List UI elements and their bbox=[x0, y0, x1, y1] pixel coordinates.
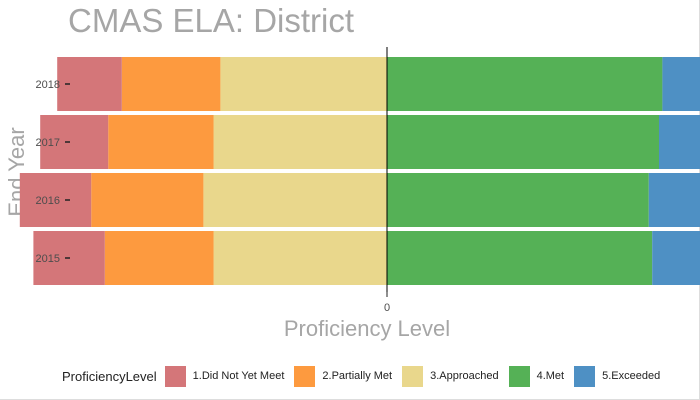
chart-title: CMAS ELA: District bbox=[68, 2, 355, 39]
legend-label: 5.Exceeded bbox=[602, 370, 661, 382]
legend-swatch bbox=[164, 365, 186, 387]
bar-4-met-2016 bbox=[387, 173, 649, 227]
bar-5-exceeded-2015 bbox=[652, 231, 700, 285]
legend-items: 1.Did Not Yet Meet 2.Partially Met 3.Appro… bbox=[164, 365, 671, 387]
y-tick-label: 2017 bbox=[36, 137, 60, 149]
bar-2-partially-met-2018 bbox=[121, 57, 221, 111]
bar-3-approached-2016 bbox=[203, 173, 387, 227]
bar-3-approached-2018 bbox=[220, 57, 387, 111]
legend-label: 2.Partially Met bbox=[322, 370, 393, 382]
bar-1-did-not-yet-meet-2017 bbox=[40, 115, 109, 169]
x-axis-label: Proficiency Level bbox=[283, 316, 451, 341]
bar-5-exceeded-2016 bbox=[648, 173, 700, 227]
plot-area: 2015 2016 2017 2018 0 bbox=[19, 47, 700, 314]
legend-swatch bbox=[294, 365, 316, 387]
legend-swatch bbox=[574, 365, 596, 387]
legend-title: ProficiencyLevel bbox=[62, 368, 157, 384]
y-tick-label: 2018 bbox=[36, 79, 60, 91]
legend-item: 5.Exceeded bbox=[574, 365, 661, 387]
legend: ProficiencyLevel 1.Did Not Yet Meet 2.Par… bbox=[62, 362, 670, 390]
bar-4-met-2015 bbox=[387, 231, 653, 285]
bar-3-approached-2017 bbox=[213, 115, 387, 169]
bar-5-exceeded-2018 bbox=[662, 57, 700, 111]
legend-item: 3.Approached bbox=[402, 365, 499, 387]
legend-label: 4.Met bbox=[536, 370, 565, 382]
bar-2-partially-met-2016 bbox=[91, 173, 204, 227]
y-tick-label: 2015 bbox=[36, 253, 60, 265]
bar-2-partially-met-2015 bbox=[104, 231, 214, 285]
legend-swatch bbox=[402, 365, 424, 387]
bar-1-did-not-yet-meet-2016 bbox=[19, 173, 92, 227]
y-tick-label: 2016 bbox=[36, 195, 60, 207]
x-tick-label: 0 bbox=[384, 302, 390, 314]
legend-item: 2.Partially Met bbox=[294, 365, 393, 387]
bar-4-met-2017 bbox=[387, 115, 659, 169]
bar-2-partially-met-2017 bbox=[108, 115, 214, 169]
legend-swatch bbox=[508, 365, 530, 387]
legend-item: 1.Did Not Yet Meet bbox=[164, 365, 285, 387]
bar-4-met-2018 bbox=[387, 57, 663, 111]
legend-item: 4.Met bbox=[508, 365, 565, 387]
legend-label: 3.Approached bbox=[430, 370, 499, 382]
bar-5-exceeded-2017 bbox=[659, 115, 700, 169]
legend-label: 1.Did Not Yet Meet bbox=[192, 370, 285, 382]
bar-3-approached-2015 bbox=[213, 231, 387, 285]
